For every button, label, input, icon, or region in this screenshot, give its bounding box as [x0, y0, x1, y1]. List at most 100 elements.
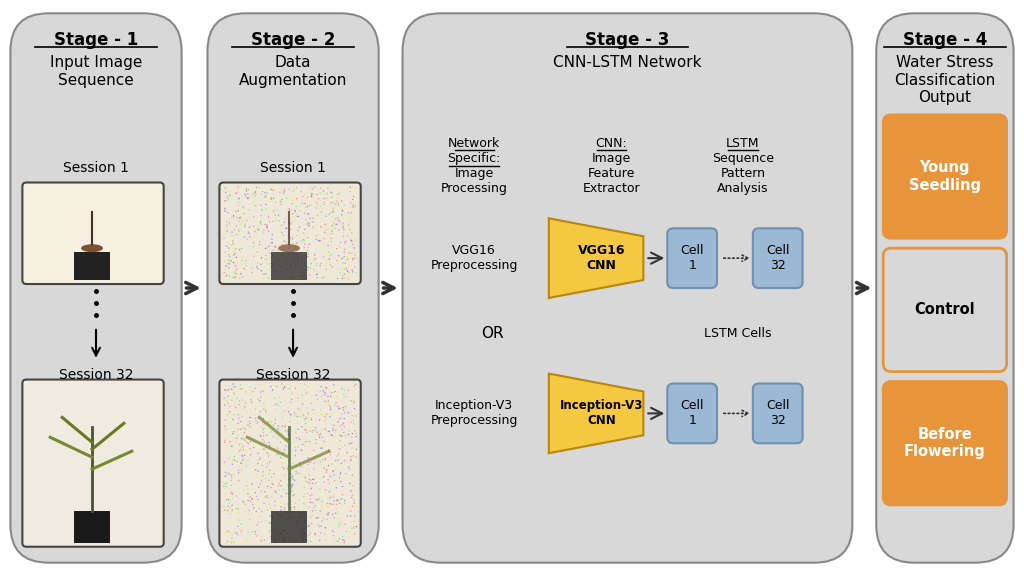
Point	[255, 536, 271, 545]
Point	[305, 498, 322, 507]
Point	[334, 210, 350, 219]
Point	[225, 244, 242, 253]
Point	[276, 407, 293, 416]
Point	[339, 267, 355, 276]
Point	[280, 523, 296, 532]
Point	[316, 397, 333, 406]
Point	[315, 386, 332, 396]
Point	[268, 399, 285, 408]
Point	[279, 258, 295, 267]
Point	[302, 439, 318, 449]
Point	[216, 256, 232, 266]
Point	[344, 249, 360, 258]
Point	[250, 458, 266, 468]
Point	[347, 263, 364, 272]
Point	[296, 492, 312, 501]
Point	[283, 194, 299, 203]
Point	[316, 198, 333, 207]
Point	[284, 481, 300, 490]
Point	[224, 470, 241, 479]
Point	[221, 259, 238, 268]
Point	[218, 471, 234, 480]
Point	[294, 440, 310, 449]
Point	[306, 250, 323, 259]
Point	[229, 530, 246, 539]
Point	[248, 530, 264, 539]
Point	[281, 430, 297, 439]
Point	[344, 200, 360, 210]
FancyBboxPatch shape	[10, 13, 181, 563]
Point	[258, 269, 274, 278]
Point	[223, 476, 240, 485]
Point	[294, 446, 310, 455]
Point	[250, 456, 266, 465]
Point	[333, 495, 349, 504]
Point	[254, 259, 270, 268]
Point	[286, 490, 302, 499]
Point	[307, 423, 324, 433]
Point	[330, 497, 346, 506]
Point	[293, 445, 309, 454]
Point	[239, 214, 255, 223]
Point	[267, 208, 284, 217]
Point	[328, 200, 344, 209]
Point	[299, 233, 315, 242]
Point	[340, 272, 356, 281]
Point	[281, 430, 297, 439]
Point	[265, 194, 282, 203]
Point	[240, 489, 256, 498]
Point	[346, 530, 362, 539]
Point	[304, 184, 321, 194]
Point	[216, 385, 232, 395]
Point	[263, 532, 280, 541]
Point	[318, 468, 335, 477]
Point	[332, 188, 348, 198]
Point	[299, 210, 315, 219]
Point	[288, 427, 304, 437]
Point	[261, 500, 278, 509]
Point	[226, 456, 243, 465]
Point	[228, 434, 245, 443]
Point	[288, 261, 304, 270]
Point	[346, 419, 362, 429]
Point	[260, 213, 276, 222]
Point	[228, 528, 245, 537]
Point	[330, 394, 346, 403]
Point	[287, 505, 303, 514]
Point	[250, 467, 266, 476]
Point	[291, 275, 307, 284]
Point	[237, 219, 253, 229]
Point	[344, 232, 360, 241]
Point	[231, 463, 248, 472]
Point	[282, 435, 298, 444]
Point	[271, 188, 288, 197]
Point	[293, 529, 309, 538]
Point	[259, 259, 275, 268]
Point	[289, 210, 305, 219]
Point	[228, 253, 245, 262]
Point	[313, 444, 330, 453]
Point	[295, 192, 311, 202]
Point	[249, 183, 265, 192]
Point	[292, 206, 308, 215]
Point	[228, 491, 245, 501]
Point	[344, 493, 360, 502]
Point	[269, 205, 286, 214]
Point	[231, 396, 248, 406]
Point	[275, 463, 292, 472]
Point	[316, 228, 333, 237]
Point	[234, 498, 251, 507]
Point	[318, 259, 335, 268]
Point	[275, 448, 292, 457]
Point	[311, 236, 328, 245]
FancyBboxPatch shape	[877, 13, 1014, 563]
Point	[285, 512, 301, 521]
Point	[336, 232, 352, 241]
Point	[244, 192, 260, 201]
Point	[260, 493, 276, 502]
Point	[270, 426, 287, 435]
Point	[224, 505, 241, 514]
Point	[257, 406, 273, 415]
Point	[266, 205, 283, 214]
Point	[220, 263, 237, 272]
